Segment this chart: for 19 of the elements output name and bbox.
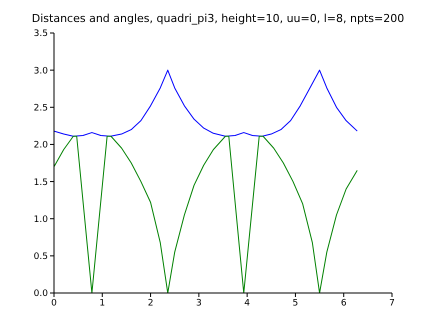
x-tick-label: 1 [99,298,106,308]
y-tick-label: 1.5 [34,178,48,188]
line-series [54,136,358,293]
y-tick-label: 0.0 [34,289,48,300]
x-tick-label: 4 [244,298,250,308]
y-tick-label: 2.5 [34,103,48,114]
x-tick-label: 7 [389,298,395,308]
x-tick-label: 5 [292,298,298,308]
chart-title: Distances and angles, quadri_pi3, height=10, uu=0, l=8, npts=200 [30,12,406,25]
y-tick-label: 2.0 [34,140,48,151]
y-tick-label: 0.5 [34,252,48,262]
x-tick-label: 0 [51,298,58,308]
y-tick-label: 3.5 [34,29,48,40]
line-series [54,70,358,137]
x-tick-label: 2 [148,298,154,308]
x-tick-label: 6 [340,298,347,308]
x-tick-label: 3 [196,298,202,308]
y-tick-label: 1.0 [34,214,48,225]
y-tick-label: 3.0 [34,66,48,76]
